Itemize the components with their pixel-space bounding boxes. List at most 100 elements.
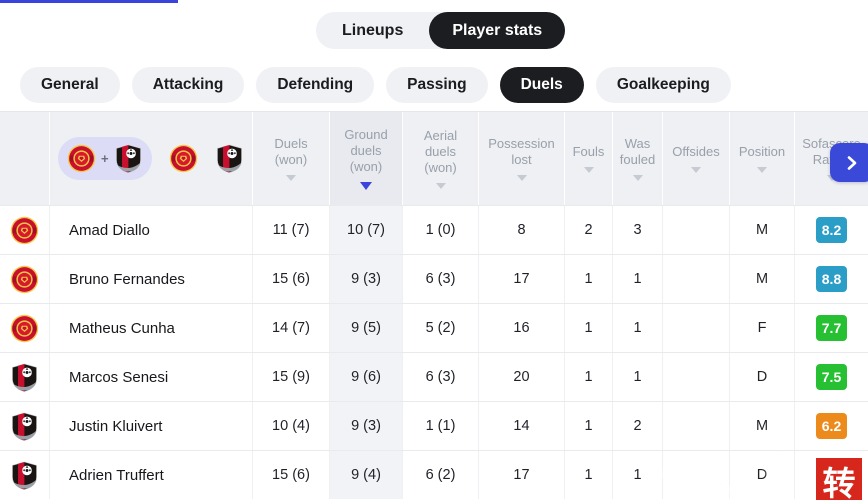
column-header-label: Fouls	[572, 144, 605, 160]
chevron-right-icon	[847, 155, 857, 170]
stat-cell: 15 (6)	[253, 451, 330, 499]
column-header-label: Was fouled	[619, 136, 656, 167]
stat-cell: 14	[479, 402, 565, 450]
stat-cell: 11 (7)	[253, 206, 330, 254]
stat-cell	[663, 402, 730, 450]
sort-icon	[757, 166, 767, 173]
stat-cell	[663, 451, 730, 499]
stat-cell: 3	[613, 206, 663, 254]
rating-cell: 7.5	[795, 353, 868, 401]
tab-general[interactable]: General	[20, 67, 120, 103]
column-header-fouls[interactable]: Fouls	[565, 112, 613, 205]
stat-cell: 16	[479, 304, 565, 352]
player-name: Marcos Senesi	[50, 353, 253, 401]
column-header-label: Aerial duels (won)	[423, 128, 458, 175]
stat-cell	[663, 304, 730, 352]
stat-cell: 9 (3)	[330, 255, 403, 303]
column-header-ground[interactable]: Ground duels (won)	[330, 112, 403, 205]
player-stats-table: +	[0, 111, 868, 499]
table-header: +	[0, 111, 868, 205]
stat-cell: 1	[565, 353, 613, 401]
tab-passing[interactable]: Passing	[386, 67, 488, 103]
sort-icon	[583, 166, 594, 173]
column-header-label: Ground duels (won)	[344, 127, 388, 174]
column-header-possession[interactable]: Possession lost	[479, 112, 565, 205]
bournemouth-crest-icon	[114, 144, 143, 173]
stat-cell: 6 (3)	[403, 353, 479, 401]
bournemouth-crest-icon	[0, 451, 50, 499]
position-cell: M	[730, 206, 795, 254]
player-row[interactable]: Justin Kluivert 10 (4) 9 (3) 1 (1) 14 1 2 M 6.2	[0, 401, 868, 450]
team-filter-away bournemouth-crest-icon[interactable]	[215, 144, 244, 173]
player-row[interactable]: Amad Diallo 11 (7) 10 (7) 1 (0) 8 2 3 M 8.2	[0, 205, 868, 254]
stat-cell	[663, 255, 730, 303]
sort-icon	[435, 182, 446, 189]
stat-cell: 1 (0)	[403, 206, 479, 254]
team-filter-home man-utd-crest-icon[interactable]	[169, 144, 198, 173]
stat-cell: 1	[613, 353, 663, 401]
team-filter-both[interactable]: +	[58, 137, 152, 180]
stat-cell: 5 (2)	[403, 304, 479, 352]
tab-player-stats[interactable]: Player stats	[429, 12, 566, 49]
column-header-was[interactable]: Was fouled	[613, 112, 663, 205]
tab-duels[interactable]: Duels	[499, 67, 584, 103]
column-header-offsides[interactable]: Offsides	[663, 112, 730, 205]
stat-cell: 1	[613, 255, 663, 303]
sort-icon	[286, 174, 296, 181]
rating-badge: 7.5	[816, 364, 847, 390]
stat-cell: 15 (9)	[253, 353, 330, 401]
next-columns-button[interactable]	[830, 143, 868, 182]
rating-badge: 7.7	[816, 315, 847, 341]
stat-cell: 1	[565, 255, 613, 303]
stat-cell: 1	[613, 451, 663, 499]
stat-cell: 9 (6)	[330, 353, 403, 401]
stat-cell: 15 (6)	[253, 255, 330, 303]
column-header-label: Duels (won)	[274, 136, 308, 167]
stat-cell	[663, 206, 730, 254]
stat-cell: 9 (5)	[330, 304, 403, 352]
position-cell: D	[730, 353, 795, 401]
stat-cell: 10 (4)	[253, 402, 330, 450]
column-header-label: Offsides	[672, 144, 720, 160]
man-utd-crest-icon	[0, 304, 50, 352]
tab-defending[interactable]: Defending	[256, 67, 375, 103]
rating-cell	[795, 451, 868, 499]
stat-cell: 2	[613, 402, 663, 450]
stat-category-tabs: General Attacking Defending Passing Duel…	[20, 67, 731, 103]
player-row[interactable]: Marcos Senesi 15 (9) 9 (6) 6 (3) 20 1 1 D 7.5	[0, 352, 868, 401]
column-header-aerial[interactable]: Aerial duels (won)	[403, 112, 479, 205]
stat-cell: 14 (7)	[253, 304, 330, 352]
player-name: Amad Diallo	[50, 206, 253, 254]
stat-cell: 6 (3)	[403, 255, 479, 303]
position-cell: F	[730, 304, 795, 352]
rating-cell: 6.2	[795, 402, 868, 450]
column-header-duels[interactable]: Duels (won)	[253, 112, 330, 205]
tab-attacking[interactable]: Attacking	[131, 67, 245, 103]
rating-badge: 8.2	[816, 217, 847, 243]
player-row[interactable]: Matheus Cunha 14 (7) 9 (5) 5 (2) 16 1 1 F 7.7	[0, 303, 868, 352]
sort-icon	[691, 166, 701, 173]
player-row[interactable]: Bruno Fernandes 15 (6) 9 (3) 6 (3) 17 1 1 M 8.8	[0, 254, 868, 303]
table-body: Amad Diallo 11 (7) 10 (7) 1 (0) 8 2 3 M 8.2 Brun…	[0, 205, 868, 499]
player-name: Matheus Cunha	[50, 304, 253, 352]
stat-cell: 2	[565, 206, 613, 254]
player-name: Adrien Truffert	[50, 451, 253, 499]
player-name: Bruno Fernandes	[50, 255, 253, 303]
stat-cell: 1	[565, 451, 613, 499]
column-header-position[interactable]: Position	[730, 112, 795, 205]
bournemouth-crest-icon	[0, 353, 50, 401]
position-cell: M	[730, 402, 795, 450]
team-filter: +	[50, 112, 253, 205]
rating-cell: 8.2	[795, 206, 868, 254]
stat-cell	[663, 353, 730, 401]
rating-badge: 8.8	[816, 266, 847, 292]
header-badge-column	[0, 112, 50, 205]
column-header-label: Possession lost	[488, 136, 555, 167]
tab-lineups[interactable]: Lineups	[342, 22, 404, 39]
bournemouth-crest-icon	[0, 402, 50, 450]
stat-cell: 6 (2)	[403, 451, 479, 499]
player-row[interactable]: Adrien Truffert 15 (6) 9 (4) 6 (2) 17 1 1 D	[0, 450, 868, 499]
plus-icon: +	[101, 150, 109, 166]
tab-goalkeeping[interactable]: Goalkeeping	[595, 67, 731, 103]
